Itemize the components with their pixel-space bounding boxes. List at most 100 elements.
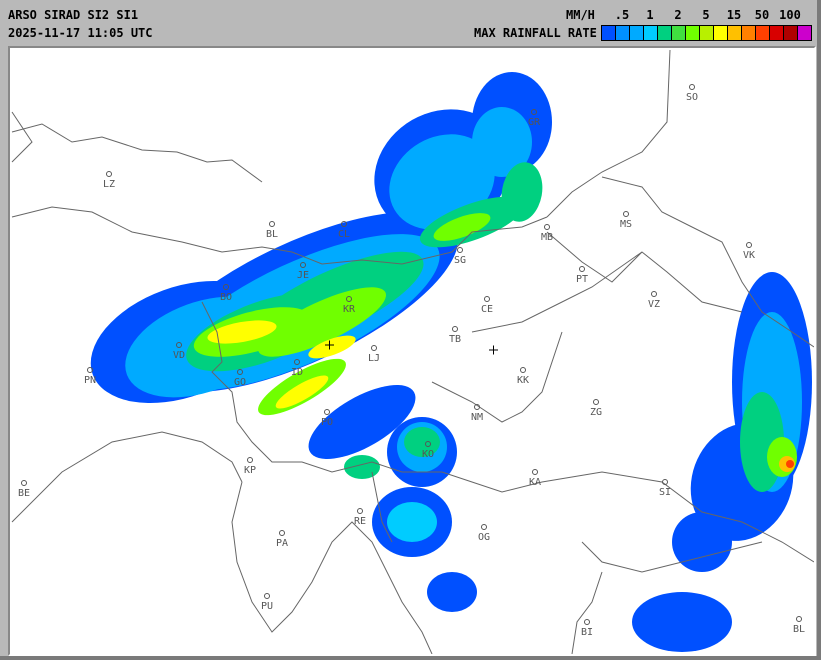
legend-tick: 15: [726, 8, 742, 22]
city-marker-icon: [651, 291, 657, 297]
legend-swatch: [756, 26, 770, 40]
window-edge: [817, 0, 821, 660]
city-marker-icon: [341, 221, 347, 227]
city-marker-icon: [21, 480, 27, 486]
city-label: VD: [173, 350, 185, 361]
borders-layer: [11, 49, 814, 654]
city-bl: BL: [793, 616, 805, 635]
rain-cell: [501, 162, 543, 222]
city-label: CE: [481, 304, 493, 315]
rain-cell: [387, 502, 437, 542]
radar-map-svg: LZ SO GR MS VK MB BL CL SG JE BO KR CE TB VD LJ ID PN GO PT…: [11, 49, 814, 654]
border-line: [11, 111, 33, 163]
city-label: VK: [743, 250, 755, 261]
city-label: PA: [276, 538, 288, 549]
city-marker-icon: [237, 369, 243, 375]
city-label: KR: [343, 304, 356, 315]
city-ko: KO: [422, 441, 434, 460]
city-kr: KR: [343, 296, 356, 315]
city-label: VZ: [648, 299, 660, 310]
border-line: [431, 331, 563, 423]
border-line: [571, 571, 603, 654]
border-line: [11, 123, 263, 183]
city-mb: MB: [541, 224, 553, 243]
city-marker-icon: [346, 296, 352, 302]
city-kk: KK: [517, 367, 529, 386]
city-marker-icon: [746, 242, 752, 248]
city-label: BL: [266, 229, 278, 240]
city-label: OG: [478, 532, 490, 543]
city-label: SG: [454, 255, 466, 266]
city-pu: PU: [261, 593, 273, 612]
legend-swatch: [616, 26, 630, 40]
border-line: [11, 206, 548, 265]
legend-tick: 50: [754, 8, 770, 22]
city-marker-icon: [452, 326, 458, 332]
city-je: JE: [297, 262, 309, 281]
radar-site-icon: [325, 340, 334, 350]
city-marker-icon: [544, 224, 550, 230]
rain-cell: [472, 107, 532, 177]
radar-site-icon: [489, 345, 498, 355]
rain-cell: [344, 455, 380, 479]
city-label: LJ: [368, 353, 380, 364]
city-label: GR: [528, 117, 541, 128]
rain-cell: [207, 320, 277, 344]
city-label: MB: [541, 232, 553, 243]
legend-swatch: [686, 26, 700, 40]
legend-swatch: [742, 26, 756, 40]
city-marker-icon: [796, 616, 802, 622]
border-line: [546, 49, 671, 218]
city-label: BL: [793, 624, 805, 635]
legend-swatch: [784, 26, 798, 40]
precipitation-layer: [90, 72, 812, 652]
city-vz: VZ: [648, 291, 660, 310]
city-kp: KP: [244, 457, 256, 476]
legend-swatch: [700, 26, 714, 40]
rain-cell: [767, 437, 797, 477]
timestamp: 2025-11-17 11:05 UTC: [8, 26, 153, 40]
city-label: KP: [244, 465, 256, 476]
city-marker-icon: [176, 342, 182, 348]
rain-cell: [257, 287, 387, 357]
window-edge: [0, 656, 821, 660]
city-nm: NM: [471, 404, 483, 423]
legend-swatch: [644, 26, 658, 40]
city-pt: PT: [576, 266, 588, 285]
city-id: ID: [291, 359, 303, 378]
city-so: SO: [686, 84, 698, 103]
city-bo: BO: [220, 284, 232, 303]
city-vd: VD: [173, 342, 185, 361]
radar-map[interactable]: LZ SO GR MS VK MB BL CL SG JE BO KR CE TB VD LJ ID PN GO PT…: [8, 46, 816, 656]
legend-swatch: [798, 26, 811, 40]
legend-swatch: [770, 26, 784, 40]
city-marker-icon: [484, 296, 490, 302]
city-label: KA: [529, 477, 541, 488]
city-marker-icon: [579, 266, 585, 272]
city-pa: PA: [276, 530, 288, 549]
city-marker-icon: [106, 171, 112, 177]
city-marker-icon: [593, 399, 599, 405]
city-re: RE: [354, 508, 366, 527]
city-og: OG: [478, 524, 490, 543]
border-line: [546, 231, 743, 313]
city-sg: SG: [454, 247, 466, 266]
city-label: JE: [297, 270, 309, 281]
city-marker-icon: [532, 469, 538, 475]
coast-line: [231, 481, 433, 654]
product-title: ARSO SIRAD SI2 SI1: [8, 8, 139, 22]
city-gr: GR: [528, 109, 541, 128]
city-marker-icon: [623, 211, 629, 217]
city-label: KO: [422, 449, 434, 460]
legend-swatch: [658, 26, 672, 40]
city-cl: CL: [338, 221, 350, 240]
city-marker-icon: [520, 367, 526, 373]
city-bi: BI: [581, 619, 593, 638]
city-marker-icon: [279, 530, 285, 536]
city-label: PN: [84, 375, 96, 386]
city-label: PU: [261, 601, 273, 612]
city-zg: ZG: [590, 399, 602, 418]
legend-tick: 5: [702, 8, 710, 22]
city-label: RE: [354, 516, 366, 527]
legend-swatch: [630, 26, 644, 40]
